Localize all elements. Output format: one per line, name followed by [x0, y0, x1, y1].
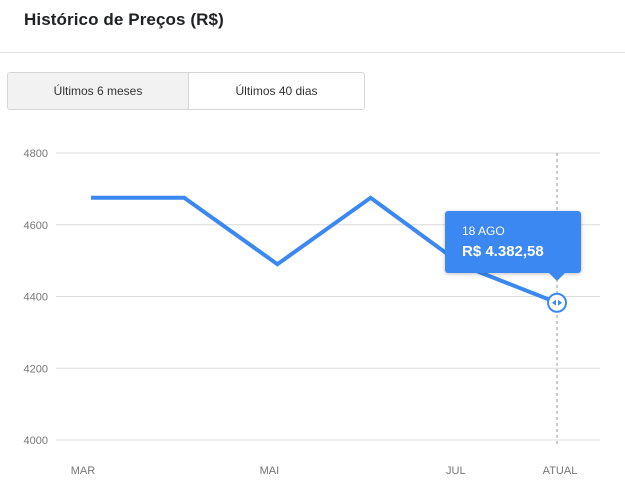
tooltip-price: R$ 4.382,58 [462, 243, 544, 260]
x-tick-label-jul: JUL [446, 465, 466, 477]
price-tooltip: 18 AGO R$ 4.382,58 [445, 211, 581, 281]
x-tick-label-mai: MAI [260, 465, 280, 477]
x-tick-label-mar: MAR [71, 465, 96, 477]
y-axis-labels: 4000 4200 4400 4600 4800 [24, 148, 48, 447]
x-axis-labels: MAR MAI JUL ATUAL [71, 465, 578, 477]
grid-lines [56, 152, 600, 441]
x-tick-label-atual: ATUAL [543, 465, 578, 477]
tooltip-date: 18 AGO [462, 224, 505, 238]
current-point-marker-ring[interactable] [547, 292, 567, 313]
header-divider [0, 52, 625, 53]
arrow-left-icon [552, 299, 556, 306]
y-tick-label-4200: 4200 [24, 363, 48, 375]
y-tick-label-4600: 4600 [24, 220, 48, 232]
current-point-marker [547, 292, 567, 313]
tab-last-40-days[interactable]: Últimos 40 dias [189, 73, 364, 109]
y-tick-label-4000: 4000 [24, 435, 48, 447]
period-tabs: Últimos 6 meses Últimos 40 dias [7, 72, 365, 110]
arrow-right-icon [558, 299, 562, 306]
page-title: Histórico de Preços (R$) [24, 10, 224, 29]
tab-last-6-months[interactable]: Últimos 6 meses [8, 73, 189, 109]
y-tick-label-4400: 4400 [24, 292, 48, 304]
y-tick-label-4800: 4800 [24, 148, 48, 160]
